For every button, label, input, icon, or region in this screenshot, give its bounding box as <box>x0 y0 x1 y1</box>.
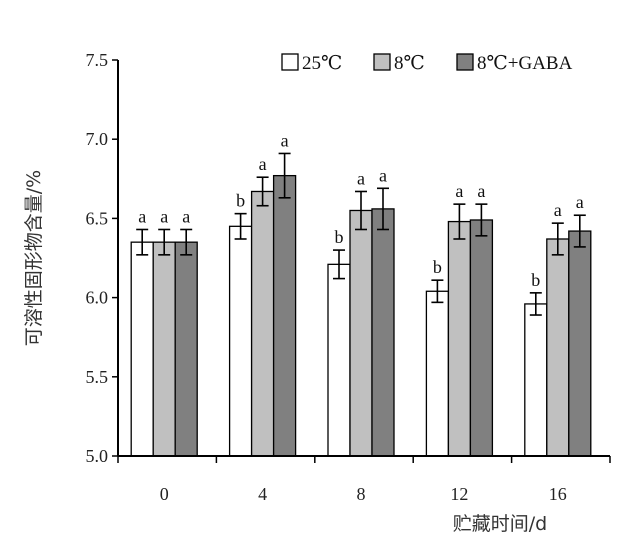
legend-label: 8℃+GABA <box>477 53 573 74</box>
bar <box>272 174 297 457</box>
x-tick-label: 12 <box>450 484 468 504</box>
y-tick-label: 7.0 <box>86 129 109 149</box>
legend-swatch <box>456 53 474 71</box>
x-axis-label: 贮藏时间/d <box>453 513 547 535</box>
bar <box>327 263 351 457</box>
bar <box>349 209 373 457</box>
legend: 25℃ 8℃ 8℃+GABA <box>281 53 573 74</box>
significance-label: a <box>379 165 387 185</box>
y-tick-label: 7.5 <box>86 50 109 70</box>
bar <box>546 238 570 457</box>
legend-label: 8℃ <box>394 53 425 74</box>
significance-label: a <box>554 200 562 220</box>
significance-label: a <box>576 192 584 212</box>
bar <box>524 303 548 457</box>
significance-label: b <box>236 191 245 211</box>
bar <box>130 241 154 457</box>
y-axis-label: 可溶性固形物含量/% <box>23 170 45 346</box>
significance-label: a <box>477 181 485 201</box>
bar <box>447 220 472 457</box>
y-tick-label: 6.0 <box>86 288 109 308</box>
x-tick-label: 0 <box>160 484 169 504</box>
significance-label: b <box>433 257 442 277</box>
legend-label: 25℃ <box>302 53 342 74</box>
x-tick-label: 16 <box>549 484 567 504</box>
legend-swatch <box>373 53 391 71</box>
significance-label: a <box>455 181 463 201</box>
y-tick-label: 6.5 <box>86 208 109 228</box>
significance-label: a <box>182 206 190 226</box>
significance-label: b <box>335 227 344 247</box>
y-tick-label: 5.0 <box>86 446 109 466</box>
x-tick-label: 8 <box>357 484 366 504</box>
bar <box>250 190 275 457</box>
significance-label: a <box>160 206 168 226</box>
bar <box>228 225 253 457</box>
y-tick-label: 5.5 <box>86 367 109 387</box>
bar <box>174 241 198 457</box>
x-tick-label: 4 <box>258 484 267 504</box>
significance-label: a <box>259 154 267 174</box>
significance-label: a <box>281 130 289 150</box>
bar <box>469 219 494 457</box>
significance-label: b <box>531 270 540 290</box>
significance-label: a <box>138 206 146 226</box>
axes-layer: 5.0 5.5 6.0 6.5 7.0 7.5 0 4 8 12 16 <box>86 50 611 504</box>
bar <box>371 208 395 457</box>
bar <box>152 241 176 457</box>
bar <box>425 290 450 457</box>
significance-label: a <box>357 168 365 188</box>
bar <box>568 230 592 457</box>
legend-swatch <box>281 53 299 71</box>
